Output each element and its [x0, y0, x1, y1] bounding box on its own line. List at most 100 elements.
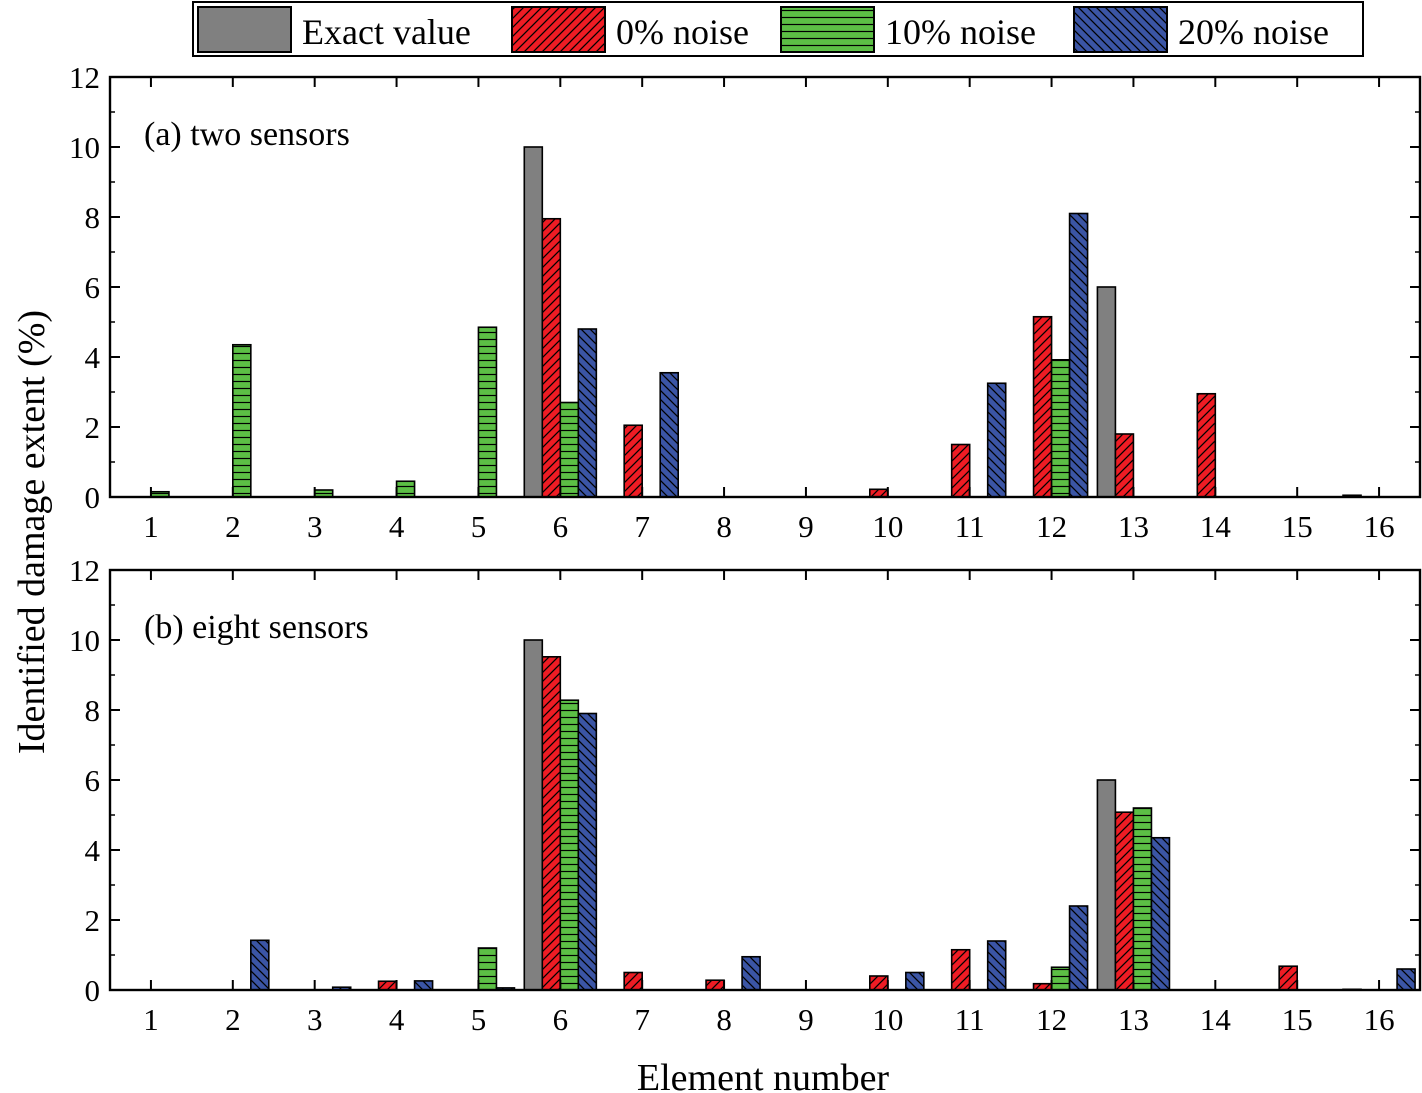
legend-swatch-10-noise	[780, 6, 875, 53]
bar-20-noise-element-11	[986, 382, 1007, 498]
x-tick-label: 4	[389, 509, 405, 544]
legend: Exact value 0% noise 10% noise 20% noise	[192, 1, 1364, 57]
bar-exact-element-13	[1096, 286, 1117, 498]
x-tick-label: 6	[553, 509, 569, 544]
x-tick-label: 8	[716, 1002, 732, 1037]
x-tick-label: 2	[225, 509, 241, 544]
bar-0-noise-element-14	[1196, 392, 1217, 498]
legend-label-0-noise: 0% noise	[616, 12, 749, 52]
panel-label: (b) eight sensors	[144, 609, 369, 646]
bar-20-noise-element-4	[413, 980, 434, 991]
bar-0-noise-element-15	[1278, 965, 1298, 991]
legend-swatch-exact	[197, 6, 292, 53]
bar-10-noise-element-5	[477, 326, 498, 498]
x-tick-label: 9	[798, 509, 814, 544]
bar-0-noise-element-6	[541, 217, 562, 498]
y-tick-label: 6	[85, 270, 101, 305]
bar-20-noise-element-13	[1150, 836, 1171, 991]
x-tick-label: 14	[1200, 509, 1232, 544]
bar-0-noise-element-11	[950, 443, 971, 498]
x-tick-label: 7	[634, 509, 650, 544]
bar-20-noise-element-16	[1396, 968, 1416, 991]
x-tick-label: 15	[1282, 509, 1313, 544]
bar-20-noise-element-10	[905, 971, 925, 991]
bar-20-noise-element-7	[659, 371, 680, 498]
x-tick-label: 12	[1036, 1002, 1067, 1037]
x-tick-label: 13	[1118, 1002, 1149, 1037]
y-axis-title: Identified damage extent (%)	[11, 310, 53, 754]
bar-10-noise-element-6	[559, 401, 580, 498]
x-tick-label: 13	[1118, 509, 1149, 544]
y-tick-label: 2	[85, 410, 101, 445]
x-tick-label: 11	[955, 509, 985, 544]
bar-20-noise-element-12	[1068, 212, 1089, 498]
legend-swatch-0-noise	[511, 6, 606, 53]
legend-label-exact: Exact value	[302, 12, 471, 52]
x-tick-label: 12	[1036, 509, 1067, 544]
x-tick-label: 1	[143, 1002, 159, 1037]
bar-exact-element-6	[523, 146, 544, 498]
y-tick-label: 12	[69, 60, 100, 95]
bar-10-noise-element-4	[395, 480, 416, 498]
x-tick-label: 5	[471, 509, 487, 544]
bar-0-noise-element-8	[705, 979, 725, 991]
x-tick-label: 16	[1364, 1002, 1395, 1037]
bar-20-noise-element-8	[741, 955, 761, 991]
bar-20-noise-element-2	[250, 939, 270, 991]
x-tick-label: 5	[471, 1002, 487, 1037]
bar-exact-element-13	[1096, 779, 1117, 991]
x-tick-label: 3	[307, 1002, 323, 1037]
x-tick-label: 15	[1282, 1002, 1313, 1037]
y-tick-label: 0	[85, 973, 101, 1008]
x-tick-label: 7	[634, 1002, 650, 1037]
bar-10-noise-element-12	[1050, 966, 1071, 991]
y-tick-label: 10	[69, 130, 100, 165]
x-tick-label: 10	[872, 509, 903, 544]
bar-0-noise-element-7	[623, 424, 643, 498]
bar-0-noise-element-11	[950, 948, 971, 991]
x-tick-label: 16	[1364, 509, 1395, 544]
y-tick-label: 2	[85, 903, 101, 938]
legend-label-20-noise: 20% noise	[1178, 12, 1329, 52]
bar-0-noise-element-13	[1114, 811, 1135, 991]
bar-0-noise-element-7	[623, 971, 643, 991]
x-tick-label: 8	[716, 509, 732, 544]
y-tick-label: 10	[69, 623, 100, 658]
x-axis-title: Element number	[637, 1057, 890, 1093]
y-tick-label: 4	[85, 833, 101, 868]
bar-0-noise-element-4	[377, 980, 398, 991]
bar-0-noise-element-10	[868, 975, 889, 991]
x-tick-label: 14	[1200, 1002, 1232, 1037]
x-tick-label: 3	[307, 509, 323, 544]
bar-20-noise-element-12	[1068, 905, 1089, 991]
bar-20-noise-element-6	[577, 328, 598, 498]
legend-label-10-noise: 10% noise	[885, 12, 1036, 52]
y-tick-label: 6	[85, 763, 101, 798]
bar-20-noise-element-6	[577, 712, 598, 991]
panel-label: (a) two sensors	[144, 116, 350, 153]
bar-exact-element-6	[523, 639, 544, 991]
x-tick-label: 9	[798, 1002, 814, 1037]
y-tick-label: 8	[85, 200, 101, 235]
bar-10-noise-element-6	[559, 699, 580, 991]
x-tick-label: 2	[225, 1002, 241, 1037]
y-tick-label: 4	[85, 340, 101, 375]
y-tick-label: 0	[85, 480, 101, 515]
x-tick-label: 10	[872, 1002, 903, 1037]
x-tick-label: 1	[143, 509, 159, 544]
bar-0-noise-element-6	[541, 655, 562, 991]
x-tick-label: 4	[389, 1002, 405, 1037]
bar-0-noise-element-13	[1114, 433, 1135, 498]
bar-10-noise-element-2	[232, 343, 252, 498]
y-tick-label: 12	[69, 553, 100, 588]
bar-0-noise-element-12	[1032, 315, 1053, 498]
bar-10-noise-element-12	[1050, 358, 1071, 498]
y-tick-label: 8	[85, 693, 101, 728]
bar-10-noise-element-13	[1132, 807, 1153, 991]
bar-20-noise-element-11	[986, 940, 1007, 991]
bar-10-noise-element-5	[477, 947, 498, 991]
x-tick-label: 11	[955, 1002, 985, 1037]
